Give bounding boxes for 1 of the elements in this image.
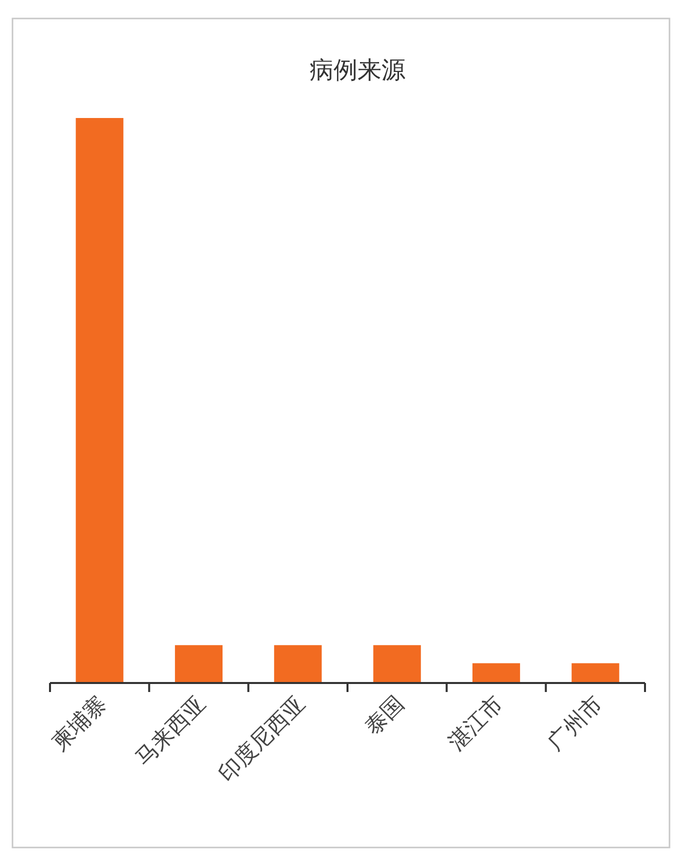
title: 病例来源 [310,56,406,84]
